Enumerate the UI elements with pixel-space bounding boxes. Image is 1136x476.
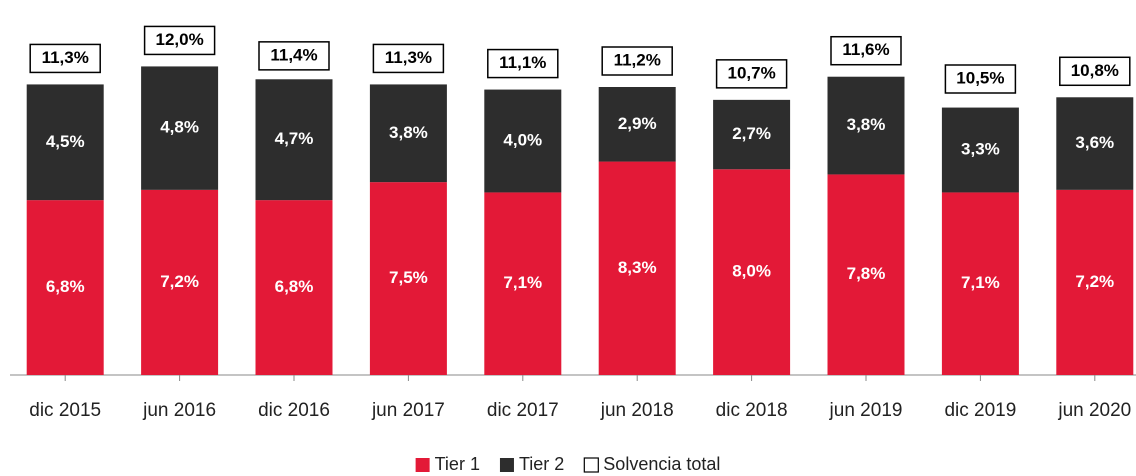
value-label: 2,9% <box>618 114 657 133</box>
bar-segment <box>255 200 333 375</box>
legend-label: Tier 2 <box>519 454 564 474</box>
total-box <box>715 59 788 89</box>
x-tick-label: dic 2019 <box>944 400 1016 421</box>
bar-segment <box>598 87 676 162</box>
total-label: 10,8% <box>1071 61 1119 80</box>
bar-segment <box>369 182 447 375</box>
legend-label: Tier 1 <box>435 454 480 474</box>
value-label: 7,8% <box>847 264 886 283</box>
x-tick-label: jun 2020 <box>1057 400 1131 421</box>
value-label: 4,8% <box>160 118 199 137</box>
value-label: 8,0% <box>732 262 771 281</box>
x-tick-label: jun 2018 <box>600 400 674 421</box>
bar-segment <box>369 84 447 183</box>
total-label: 11,3% <box>42 48 89 67</box>
value-label: 2,7% <box>732 124 771 143</box>
legend-swatch <box>499 458 514 472</box>
bar-segment <box>1056 189 1134 375</box>
total-label: 11,4% <box>270 45 317 64</box>
total-box <box>944 64 1017 94</box>
legend-swatch <box>415 458 430 472</box>
total-box <box>1059 56 1131 87</box>
total-label: 10,7% <box>727 63 775 82</box>
bar-segment <box>255 79 333 201</box>
value-label: 7,5% <box>389 268 428 287</box>
value-label: 6,8% <box>46 277 85 296</box>
bar-segment <box>713 169 791 375</box>
total-box <box>372 43 445 74</box>
value-label: 3,8% <box>389 123 428 142</box>
x-tick-label: dic 2016 <box>258 400 330 421</box>
total-label: 11,3% <box>385 48 432 67</box>
total-box <box>487 48 559 79</box>
legend-item: Tier 1 <box>415 454 480 474</box>
total-label: 11,1% <box>499 53 546 72</box>
legend-item: Tier 2 <box>499 454 564 474</box>
value-label: 8,3% <box>618 258 657 277</box>
bar-segment <box>141 66 219 190</box>
bar-segment <box>26 84 104 201</box>
bar-segment <box>941 192 1019 375</box>
x-tick-label: dic 2015 <box>29 400 101 421</box>
x-tick-label: dic 2017 <box>487 400 559 421</box>
x-tick-label: dic 2018 <box>716 400 788 421</box>
value-label: 4,7% <box>275 129 314 148</box>
value-label: 4,0% <box>503 130 542 149</box>
bar-segment <box>827 76 905 175</box>
value-label: 7,2% <box>1075 272 1114 291</box>
bar-segment <box>26 200 104 375</box>
bar-segment <box>827 174 905 375</box>
bar-segment <box>713 99 791 170</box>
total-label: 10,5% <box>956 68 1004 87</box>
total-label: 11,6% <box>842 40 889 59</box>
x-tick-label: jun 2016 <box>142 400 216 421</box>
value-label: 3,3% <box>961 139 1000 158</box>
bar-segment <box>484 192 562 375</box>
total-box <box>29 43 101 74</box>
total-box <box>601 46 673 76</box>
value-label: 3,6% <box>1075 133 1114 152</box>
total-box <box>830 35 902 66</box>
value-label: 7,2% <box>160 272 199 291</box>
total-label: 12,0% <box>155 30 203 49</box>
value-label: 6,8% <box>275 277 314 296</box>
x-tick-label: jun 2019 <box>829 400 903 421</box>
total-label: 11,2% <box>614 50 661 69</box>
value-label: 4,5% <box>46 132 85 151</box>
bar-segment <box>941 107 1019 193</box>
value-label: 7,1% <box>503 273 542 292</box>
total-box <box>258 41 330 71</box>
bar-segment <box>141 189 219 375</box>
x-tick-label: jun 2017 <box>371 400 445 421</box>
value-label: 3,8% <box>847 115 886 134</box>
legend-label: Solvencia total <box>603 454 720 474</box>
bar-segment <box>598 161 676 375</box>
legend-item: Solvencia total <box>583 454 720 474</box>
value-label: 7,1% <box>961 273 1000 292</box>
legend-swatch <box>583 457 599 473</box>
bar-segment <box>484 89 562 193</box>
bar-segment <box>1056 97 1134 190</box>
total-box <box>143 25 216 56</box>
